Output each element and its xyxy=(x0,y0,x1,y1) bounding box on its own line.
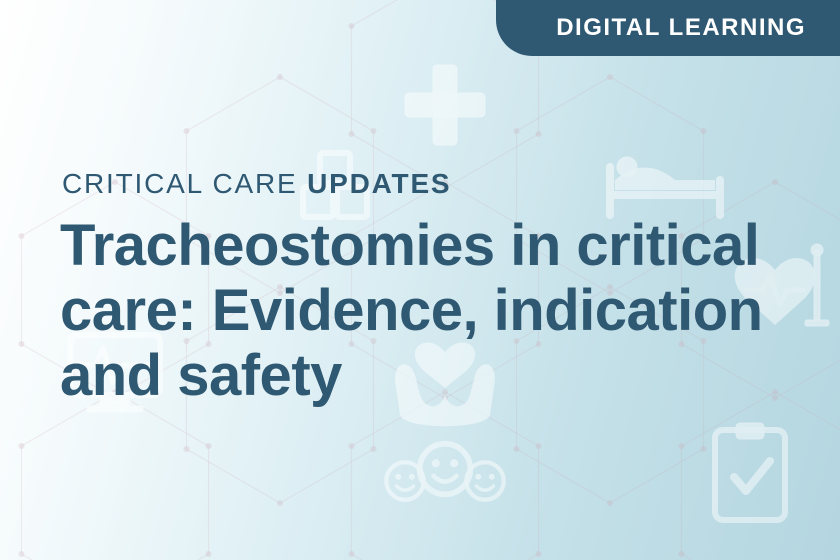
digital-learning-badge: DIGITAL LEARNING xyxy=(496,0,840,56)
clipboard-check-icon xyxy=(715,423,785,520)
kicker-line: CRITICAL CARE UPDATES xyxy=(62,168,451,200)
medical-cross-icon xyxy=(405,65,485,145)
smiley-people-icon xyxy=(386,444,503,500)
infographic-card: DIGITAL LEARNING CRITICAL CARE UPDATES T… xyxy=(0,0,840,560)
headline-title: Tracheostomies in critical care: Evidenc… xyxy=(60,214,780,409)
kicker-prefix: CRITICAL CARE xyxy=(62,168,307,199)
hospital-bed-icon xyxy=(610,157,720,215)
kicker-emphasis: UPDATES xyxy=(307,168,451,199)
